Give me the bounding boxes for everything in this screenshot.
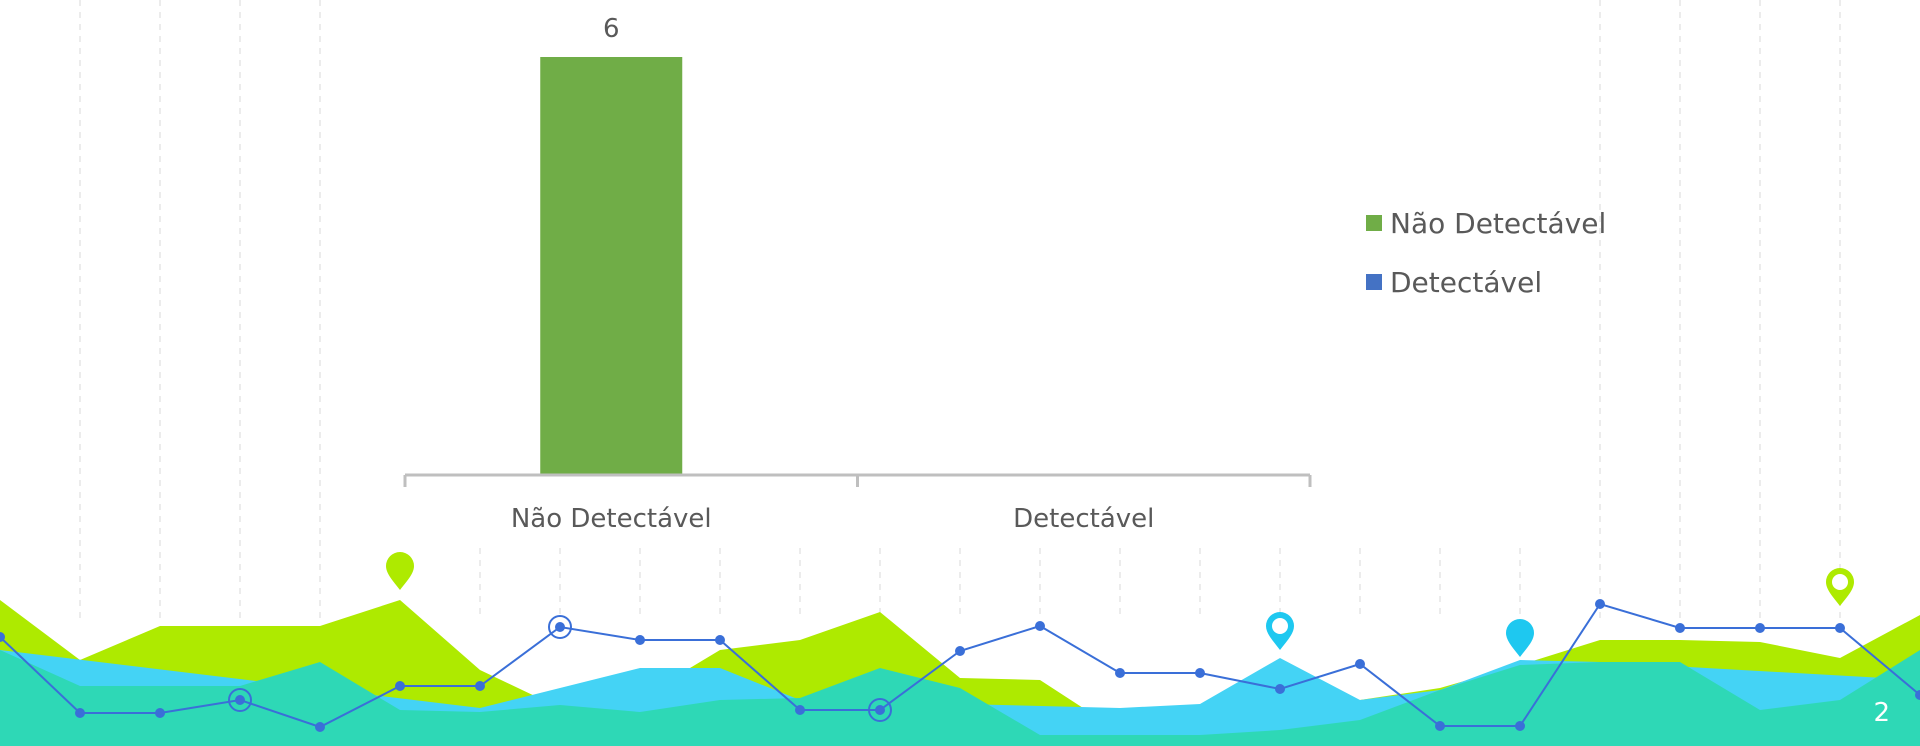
bar-chart: 6 Não Detectável Detectável Não Detectáve…	[403, 14, 1606, 534]
background-grid	[79, 0, 1841, 620]
decorative-point	[1355, 659, 1365, 669]
bars	[540, 57, 683, 475]
decorative-point	[475, 681, 485, 691]
decorative-point	[1915, 690, 1920, 700]
decorative-point	[155, 708, 165, 718]
slide-number: 2	[1873, 698, 1890, 728]
decorative-point	[1675, 623, 1685, 633]
map-pin-icon	[1266, 612, 1294, 650]
legend: Não Detectável Detectável	[1366, 207, 1606, 299]
decorative-point	[1515, 721, 1525, 731]
decorative-ring	[868, 698, 892, 722]
decorative-point	[875, 705, 885, 715]
decorative-point	[75, 708, 85, 718]
legend-swatch	[1366, 274, 1382, 290]
decorative-point	[1595, 599, 1605, 609]
decorative-point	[315, 722, 325, 732]
decorative-point	[1275, 684, 1285, 694]
bar-n-o-detect-vel	[540, 57, 683, 475]
decorative-points	[0, 599, 1920, 732]
decorative-point	[635, 635, 645, 645]
decorative-point	[1435, 721, 1445, 731]
decorative-ring	[548, 615, 572, 639]
decorative-point	[1755, 623, 1765, 633]
decorative-ring	[228, 688, 252, 712]
legend-entry: Não Detectável	[1390, 207, 1606, 240]
legend-swatch	[1366, 215, 1382, 231]
decorative-point	[1195, 668, 1205, 678]
decorative-point	[1835, 623, 1845, 633]
x-tick-labels: Não Detectável Detectável	[511, 504, 1155, 534]
decorative-point	[0, 632, 5, 642]
x-tick-label: Não Detectável	[511, 504, 712, 534]
decorative-point	[795, 705, 805, 715]
map-pin-icon	[1826, 568, 1854, 606]
decorative-point	[1115, 668, 1125, 678]
decorative-point	[715, 635, 725, 645]
x-axis	[403, 473, 1312, 487]
decorative-point	[235, 695, 245, 705]
x-tick-label: Detectável	[1013, 504, 1154, 534]
decorative-point	[1035, 621, 1045, 631]
decorative-waves	[0, 552, 1920, 746]
decorative-point	[555, 622, 565, 632]
map-pin-icon	[1506, 619, 1534, 657]
map-pin-icon	[386, 552, 414, 590]
decorative-pins	[386, 552, 1854, 657]
data-labels: 6	[603, 14, 620, 44]
decorative-point	[955, 646, 965, 656]
decorative-point	[395, 681, 405, 691]
data-label: 6	[603, 14, 620, 44]
legend-entry: Detectável	[1390, 266, 1542, 299]
